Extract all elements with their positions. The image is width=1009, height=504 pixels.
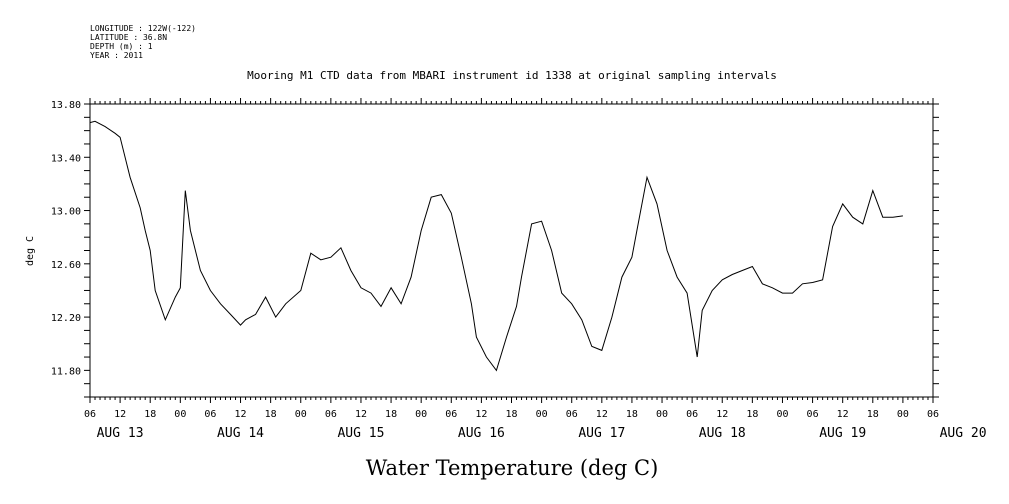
y-tick-label: 13.40 [51, 153, 81, 164]
x-hour-label: 00 [174, 409, 186, 420]
latitude-text: LATITUDE : 36.8N [90, 33, 167, 42]
longitude-text: LONGITUDE : 122W(-122) [90, 24, 196, 33]
x-day-label: AUG 19 [819, 426, 866, 441]
y-tick-label: 12.20 [51, 313, 81, 324]
x-hour-label: 06 [445, 409, 457, 420]
x-hour-label: 12 [837, 409, 849, 420]
y-tick-label: 12.60 [51, 260, 81, 271]
x-hour-label: 06 [807, 409, 819, 420]
x-hour-label: 12 [716, 409, 728, 420]
x-day-label: AUG 16 [458, 426, 505, 441]
x-hour-label: 06 [84, 409, 96, 420]
x-day-label: AUG 17 [578, 426, 625, 441]
x-hour-label: 18 [626, 409, 638, 420]
x-day-label: AUG 18 [699, 426, 746, 441]
x-day-label: AUG 14 [217, 426, 264, 441]
y-tick-label: 13.80 [51, 100, 81, 111]
x-hour-label: 12 [114, 409, 126, 420]
y-axis: 13.80 13.40 13.00 12.60 12.20 11.80 [51, 100, 939, 398]
chart-title: Mooring M1 CTD data from MBARI instrumen… [247, 69, 777, 82]
x-hour-label: 06 [927, 409, 939, 420]
year-text: YEAR : 2011 [90, 51, 143, 60]
chart-caption: Water Temperature (deg C) [366, 456, 659, 480]
x-hour-label: 00 [776, 409, 788, 420]
y-tick-label: 13.00 [51, 207, 81, 218]
x-hour-label: 18 [867, 409, 879, 420]
x-day-label: AUG 20 [940, 426, 987, 441]
x-day-label: AUG 15 [337, 426, 384, 441]
x-hour-label: 18 [746, 409, 758, 420]
plot-frame [89, 103, 934, 398]
x-hour-label: 00 [897, 409, 909, 420]
temperature-series-line [89, 120, 903, 372]
x-hour-label: 12 [475, 409, 487, 420]
x-hour-label: 12 [355, 409, 367, 420]
x-hour-label: 18 [505, 409, 517, 420]
x-hour-label: 00 [656, 409, 668, 420]
x-day-labels: AUG 13 AUG 14 AUG 15 AUG 16 AUG 17 AUG 18 AUG … [97, 426, 987, 441]
x-hour-label: 00 [295, 409, 307, 420]
y-tick-label: 11.80 [51, 366, 81, 377]
x-axis: 06 12 18 00 06 12 18 00 06 12 18 00 06 12 18 00 06 12 18 00… [84, 98, 939, 420]
x-hour-label: 06 [204, 409, 216, 420]
x-hour-label: 06 [325, 409, 337, 420]
x-hour-label: 18 [265, 409, 277, 420]
depth-text: DEPTH (m) : 1 [90, 42, 153, 51]
x-hour-label: 12 [235, 409, 247, 420]
x-hour-label: 06 [566, 409, 578, 420]
x-hour-label: 12 [596, 409, 608, 420]
x-hour-label: 06 [686, 409, 698, 420]
x-day-label: AUG 13 [97, 426, 144, 441]
x-hour-label: 00 [536, 409, 548, 420]
x-hour-label: 18 [144, 409, 156, 420]
y-axis-label: deg C [25, 236, 36, 266]
x-hour-label: 00 [415, 409, 427, 420]
x-hour-label: 18 [385, 409, 397, 420]
